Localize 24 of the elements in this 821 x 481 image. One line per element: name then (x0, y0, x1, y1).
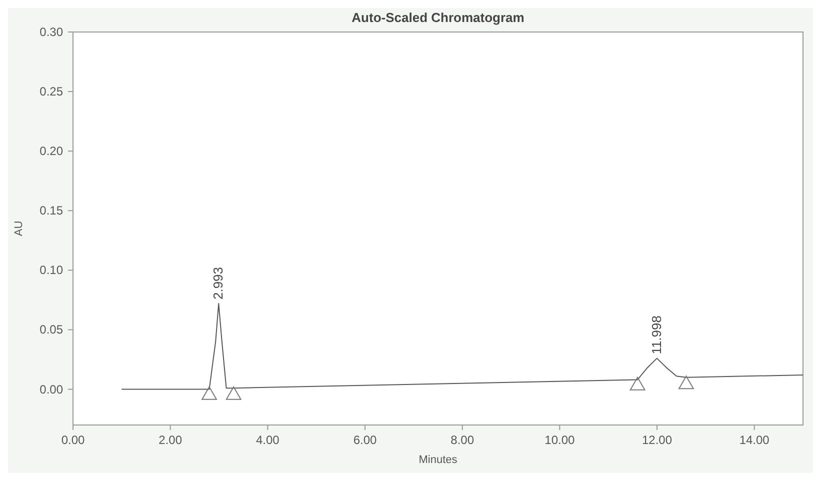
point (630, 376, 646, 390)
y-tick-label: 0.15 (40, 204, 64, 218)
x-tick-label: 2.00 (158, 433, 182, 447)
y-tick-label: 0.20 (40, 144, 64, 158)
x-tick-label: 14.00 (739, 433, 770, 447)
x-tick-label: 10.00 (544, 433, 576, 447)
x-tick-label: 12.00 (642, 433, 672, 447)
y-tick-label: 0.30 (40, 25, 64, 39)
x-tick-label: 8.00 (450, 433, 474, 447)
y-tick-label: 0.00 (40, 382, 64, 396)
y-tick-label: 0.25 (40, 84, 64, 99)
annotation: 11.998 (648, 316, 664, 354)
x-axis-title: Minutes (418, 454, 458, 466)
point (202, 386, 217, 400)
y-tick-label: 0.05 (40, 322, 64, 337)
y-tick-label: 0.10 (40, 263, 64, 278)
x-tick-label: 0.00 (61, 433, 85, 447)
chart-title: Auto-Scaled Chromatogram (352, 10, 524, 25)
point (226, 386, 242, 400)
x-tick-label: 6.00 (353, 433, 377, 447)
y-axis-title: AU (13, 220, 25, 236)
x-tick-label: 4.00 (256, 433, 280, 447)
annotation: 2.993 (210, 266, 226, 300)
point (678, 376, 694, 390)
